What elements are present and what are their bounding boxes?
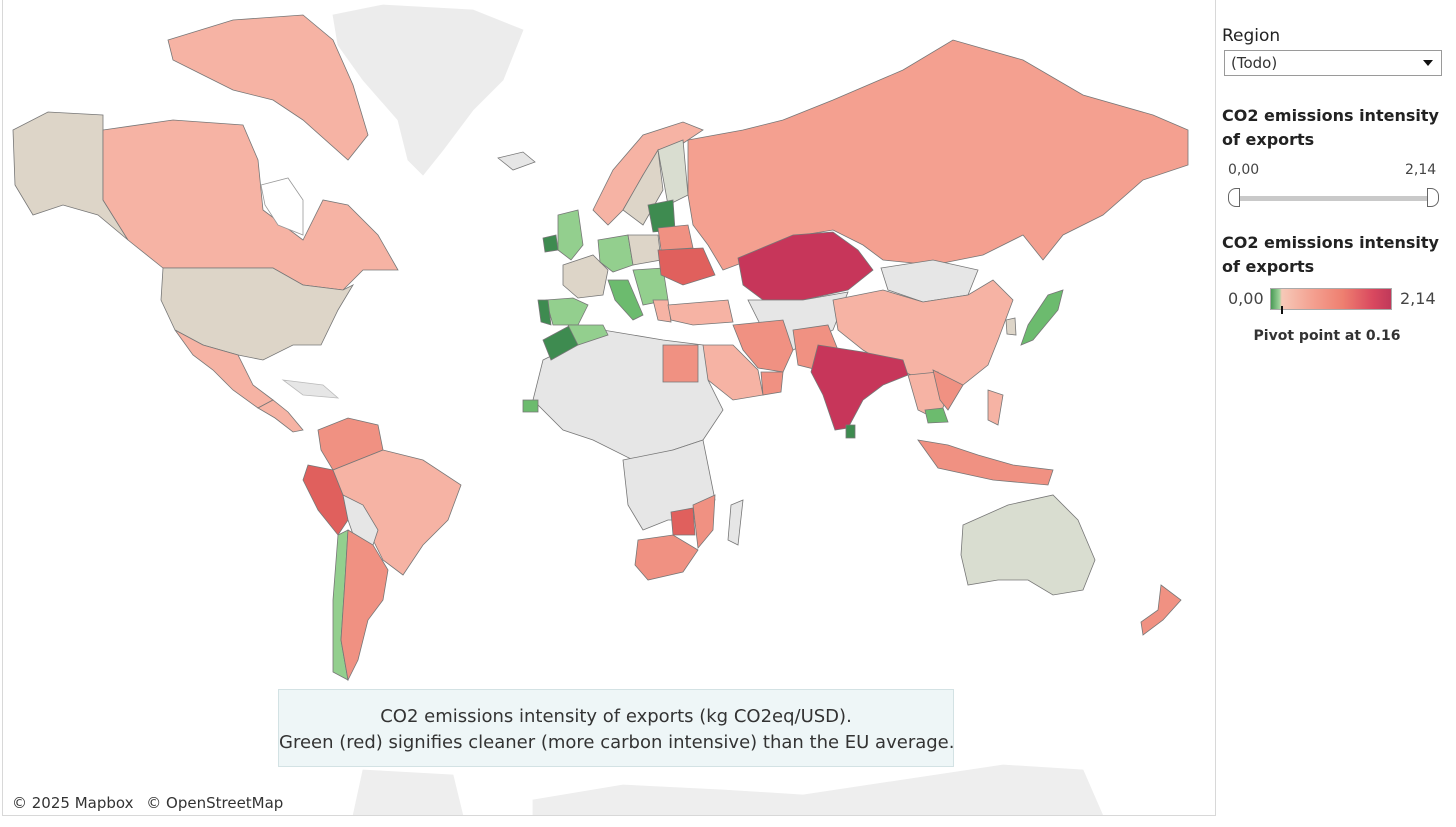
- color-legend-title-line-2: of exports: [1222, 257, 1315, 276]
- country-kazakhstan[interactable]: [737, 231, 874, 301]
- country-canada-arctic[interactable]: [167, 14, 369, 161]
- country-ireland[interactable]: [542, 234, 559, 253]
- openstreetmap-attribution-link[interactable]: © OpenStreetMap: [146, 794, 284, 812]
- country-philippines[interactable]: [987, 389, 1004, 426]
- country-japan[interactable]: [1020, 289, 1064, 346]
- country-egypt[interactable]: [662, 344, 699, 383]
- country-spain[interactable]: [545, 297, 589, 326]
- country-australia[interactable]: [960, 494, 1096, 596]
- color-legend-max: 2,14: [1400, 289, 1436, 308]
- country-south-africa[interactable]: [634, 534, 699, 581]
- country-central-america[interactable]: [257, 399, 304, 433]
- country-new-zealand[interactable]: [1140, 584, 1182, 636]
- range-filter-min: 0,00: [1228, 162, 1260, 178]
- caption-line-2: Green (red) signifies cleaner (more carb…: [279, 732, 955, 753]
- country-brazil[interactable]: [332, 449, 462, 576]
- country-finland[interactable]: [657, 139, 689, 206]
- color-legend-gradient: [1270, 288, 1392, 310]
- country-india[interactable]: [810, 344, 909, 431]
- range-slider-min-handle[interactable]: [1228, 188, 1240, 207]
- country-turkey[interactable]: [667, 299, 734, 326]
- country-senegal[interactable]: [522, 399, 539, 413]
- mapbox-attribution-link[interactable]: © 2025 Mapbox: [12, 794, 134, 812]
- caption-line-1: CO2 emissions intensity of exports (kg C…: [380, 706, 852, 727]
- pivot-marker: [1281, 306, 1283, 314]
- country-sri-lanka[interactable]: [845, 424, 856, 439]
- range-slider-max-handle[interactable]: [1427, 188, 1439, 207]
- region-dropdown-value: (Todo): [1231, 54, 1278, 72]
- range-filter-title: CO2 emissions intensity of exports: [1222, 104, 1450, 152]
- region-dropdown[interactable]: (Todo): [1224, 50, 1442, 76]
- world-map[interactable]: [2, 0, 1216, 816]
- country-france[interactable]: [562, 254, 609, 299]
- map-caption: CO2 emissions intensity of exports (kg C…: [278, 689, 954, 767]
- country-ukraine[interactable]: [657, 247, 716, 286]
- range-filter-title-line-2: of exports: [1222, 130, 1315, 149]
- range-filter-title-line-1: CO2 emissions intensity: [1222, 106, 1439, 125]
- color-legend-title: CO2 emissions intensity of exports: [1222, 231, 1450, 279]
- country-mozambique[interactable]: [692, 494, 716, 549]
- country-greece[interactable]: [652, 299, 672, 323]
- map-attribution[interactable]: © 2025 Mapbox © OpenStreetMap: [8, 794, 296, 812]
- country-zimbabwe[interactable]: [670, 507, 696, 536]
- country-oman[interactable]: [760, 371, 784, 396]
- country-indonesia[interactable]: [917, 439, 1054, 486]
- country-alaska[interactable]: [12, 111, 129, 241]
- country-canada[interactable]: [102, 119, 399, 291]
- country-madagascar[interactable]: [727, 499, 744, 546]
- country-germany[interactable]: [597, 234, 634, 273]
- country-uk[interactable]: [557, 209, 584, 261]
- color-legend-min: 0,00: [1228, 289, 1264, 308]
- country-algeria[interactable]: [567, 324, 609, 346]
- country-italy[interactable]: [607, 279, 644, 321]
- color-legend-title-line-1: CO2 emissions intensity: [1222, 233, 1439, 252]
- country-belarus[interactable]: [657, 224, 694, 251]
- chevron-down-icon: [1423, 60, 1433, 66]
- filter-panel: Region (Todo) CO2 emissions intensity of…: [1222, 0, 1452, 827]
- country-malaysia[interactable]: [924, 407, 949, 424]
- pivot-note: Pivot point at 0.16: [1253, 328, 1401, 344]
- country-portugal[interactable]: [537, 299, 552, 326]
- range-slider-track[interactable]: [1230, 196, 1436, 201]
- region-filter-title: Region: [1222, 26, 1281, 46]
- country-russia[interactable]: [687, 39, 1189, 271]
- country-iceland[interactable]: [497, 151, 536, 171]
- country-argentina[interactable]: [340, 529, 389, 682]
- country-korea[interactable]: [1005, 317, 1017, 336]
- country-poland[interactable]: [627, 234, 662, 266]
- country-greenland[interactable]: [332, 4, 524, 176]
- country-vietnam[interactable]: [932, 369, 964, 411]
- map-canvas: [12, 4, 1189, 815]
- range-filter-max: 2,14: [1405, 162, 1437, 178]
